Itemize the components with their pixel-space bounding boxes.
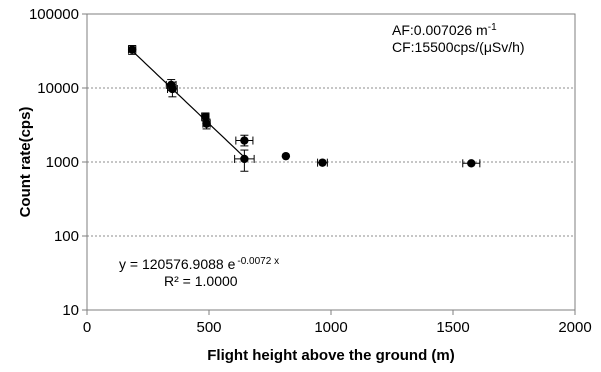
af-text: AF:0.007026 m [392,22,488,38]
x-tick-label-1000: 1000 [314,319,347,336]
data-point-8 [318,158,327,167]
data-point-5 [240,136,249,145]
data-point-2 [168,84,177,94]
data-point-3 [201,112,210,121]
cf-annotation: CF:15500cps/(μSv/h) [392,39,525,55]
fit-line [130,49,249,162]
af-annotation: AF:0.007026 m-1 [392,22,497,38]
y-axis-title: Count rate(cps) [17,107,34,218]
gridlines [87,87,575,237]
y-tick-label-100000: 100000 [29,6,79,23]
y-tick-labels: 10 100 1000 10000 100000 [29,6,79,319]
y-tick-label-10: 10 [62,302,79,319]
data-points [127,45,476,168]
x-tick-label-2000: 2000 [558,319,591,336]
y-tick-label-1000: 1000 [46,154,79,171]
fit-equation: y = 120576.9088 e -0.0072 x [119,256,279,272]
x-tick-label-500: 500 [196,319,221,336]
x-tick-label-1500: 1500 [436,319,469,336]
data-point-7 [281,151,291,161]
data-point-0 [127,45,137,54]
x-tick-labels: 0 500 1000 1500 2000 [83,319,592,336]
equation-prefix: y = 120576.9088 e [119,256,236,272]
data-point-6 [240,154,249,164]
axis-ticks [82,13,576,315]
af-superscript: -1 [488,22,497,33]
y-tick-label-100: 100 [54,228,79,245]
equation-exponent: -0.0072 x [237,256,279,267]
x-tick-label-0: 0 [83,319,91,336]
r-squared: R² = 1.0000 [164,273,238,289]
data-point-4 [202,119,211,128]
x-axis-title: Flight height above the ground (m) [207,347,454,364]
y-tick-label-10000: 10000 [37,80,79,97]
data-point-9 [467,159,476,168]
error-bars [127,45,481,172]
